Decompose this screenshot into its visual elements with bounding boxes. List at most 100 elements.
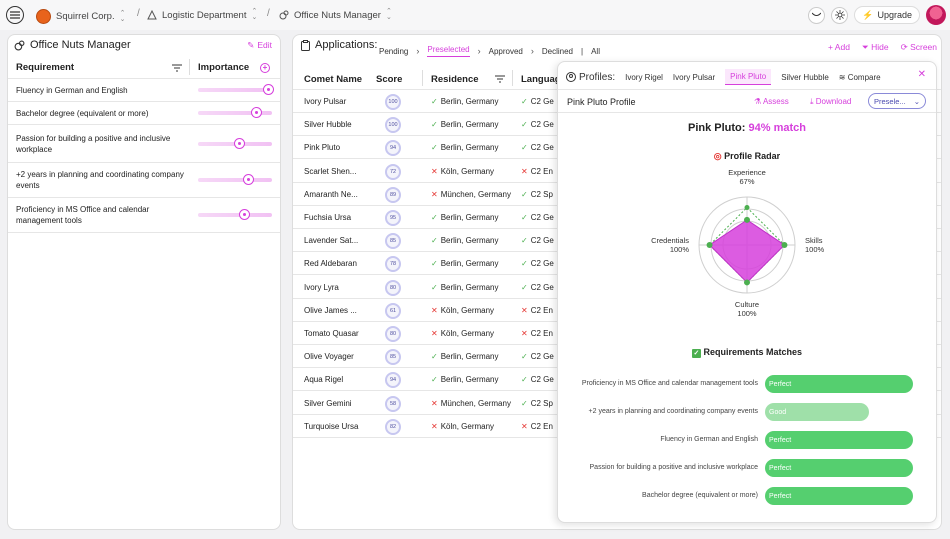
check-icon: ✓ — [431, 282, 438, 292]
tab-approved[interactable]: Approved — [488, 46, 523, 56]
cross-icon: ✕ — [521, 166, 528, 176]
requirement-label: Proficiency in MS Office and calendar ma… — [16, 205, 150, 225]
divider — [512, 70, 513, 86]
residence-cell: ✓ Berlin, Germany — [431, 352, 499, 361]
slider-handle[interactable] — [263, 84, 275, 95]
applications-header: Applications: — [301, 39, 377, 51]
top-right-actions: ⚡ Upgrade — [808, 5, 950, 25]
status-value: Presele... — [874, 96, 906, 106]
slider-handle[interactable] — [238, 209, 250, 220]
language-value: C2 Ge — [530, 259, 554, 269]
menu-icon[interactable] — [6, 6, 24, 24]
check-icon: ✓ — [521, 97, 528, 106]
assess-button[interactable]: ⚗ Assess — [754, 97, 789, 106]
cross-icon: ✕ — [431, 421, 438, 431]
tab-pending[interactable]: Pending — [379, 46, 409, 56]
panel-header: Office Nuts Manager — [14, 39, 131, 51]
sun-icon[interactable] — [831, 6, 849, 24]
upgrade-label: Upgrade — [877, 10, 912, 20]
importance-slider[interactable] — [198, 137, 272, 149]
company-switcher[interactable]: Squirrel Corp. ⌃ ⌄ — [36, 9, 125, 24]
score-badge: 85 — [385, 233, 401, 250]
applications-actions: + Add ⏷ Hide ⟳ Screen — [828, 42, 937, 53]
score-badge: 95 — [385, 210, 401, 226]
profile-tab-ivory-rigel[interactable]: Ivory Rigel — [625, 72, 663, 82]
plus-icon: + — [827, 42, 835, 52]
upgrade-button[interactable]: ⚡ Upgrade — [854, 6, 920, 24]
language-cell: ✓ C2 Ge — [521, 97, 554, 106]
radar-point — [781, 242, 788, 248]
department-name: Logistic Department — [162, 9, 247, 21]
requirement-label: Fluency in German and English — [16, 85, 128, 95]
avatar[interactable] — [926, 5, 946, 25]
match-bar: Perfect — [765, 459, 913, 477]
comet-name: Ivory Lyra — [304, 282, 339, 292]
language-cell: ✕ C2 En — [521, 329, 553, 338]
match-requirement-label: Bachelor degree (equivalent or more) — [642, 492, 758, 499]
hide-button[interactable]: ⏷ Hide — [862, 42, 889, 53]
importance-slider[interactable] — [198, 174, 272, 185]
residence-value: Berlin, Germany — [440, 259, 499, 269]
profile-tab-ivory-pulsar[interactable]: Ivory Pulsar — [672, 72, 716, 82]
score-badge: 85 — [385, 349, 401, 366]
profile-radar-chart: Experience67%Skills100%Culture100%Creden… — [651, 168, 824, 318]
cross-icon: ✕ — [521, 329, 528, 338]
screen-button[interactable]: ⟳ Screen — [901, 42, 937, 53]
matches-title: Requirements Matches — [703, 347, 803, 357]
filter-icon[interactable] — [495, 75, 505, 83]
match-requirement-label: Proficiency in MS Office and calendar ma… — [581, 380, 758, 387]
score-badge: 100 — [385, 94, 401, 110]
residence-value: Berlin, Germany — [440, 352, 499, 362]
compare-button[interactable]: ≋ Compare — [839, 73, 881, 82]
tab-all[interactable]: All — [591, 46, 600, 56]
chevron-updown-icon: ⌃ ⌄ — [385, 8, 392, 21]
department-switcher[interactable]: Logistic Department ⌃ ⌄ — [147, 8, 257, 21]
residence-cell: ✕ Köln, Germany — [431, 329, 494, 338]
download-button[interactable]: ⤓ Download — [810, 97, 851, 107]
warning-triangle-icon — [147, 10, 157, 20]
col-score: Score — [376, 74, 403, 85]
slider-handle[interactable] — [242, 174, 254, 185]
check-icon: ✓ — [431, 120, 438, 130]
profile-tab-pink-pluto[interactable]: Pink Pluto — [725, 69, 772, 85]
checkbox-icon: ✓ — [691, 349, 701, 358]
language-cell: ✓ C2 Ge — [521, 375, 554, 384]
slider-handle[interactable] — [233, 137, 245, 149]
importance-slider[interactable] — [198, 107, 272, 118]
chevron-right-icon: › — [416, 46, 420, 56]
requirement-row: +2 years in planning and coordinating co… — [8, 163, 280, 198]
importance-slider[interactable] — [198, 209, 272, 220]
refresh-icon: ⟳ — [900, 42, 911, 52]
add-button[interactable]: + Add — [828, 42, 850, 53]
language-value: C2 En — [530, 166, 553, 176]
language-cell: ✓ C2 Ge — [521, 213, 554, 222]
lightning-icon: ⚡ — [862, 9, 874, 20]
close-icon[interactable]: ✕ — [917, 69, 926, 80]
radar-point — [744, 216, 750, 223]
check-icon: ✓ — [521, 259, 528, 269]
residence-cell: ✓ Berlin, Germany — [431, 143, 499, 152]
edit-button[interactable]: ✎ Edit — [247, 40, 272, 51]
filter-icon[interactable] — [172, 63, 182, 72]
importance-slider[interactable] — [198, 84, 275, 95]
status-select[interactable]: Presele... ⌄ — [868, 93, 926, 109]
app-switcher[interactable]: Office Nuts Manager ⌃ ⌄ — [279, 8, 392, 21]
tab-preselected[interactable]: Preselected — [427, 45, 470, 57]
profile-tab-silver-hubble[interactable]: Silver Hubble — [781, 72, 829, 82]
requirements-table-header: Requirement Importance + — [8, 57, 280, 79]
radar-axis-label: Credentials — [651, 236, 689, 245]
add-requirement-icon[interactable]: + — [260, 62, 270, 73]
requirement-label: +2 years in planning and coordinating co… — [16, 170, 184, 190]
check-icon: ✓ — [431, 143, 438, 153]
comet-name: Olive James ... — [304, 305, 357, 315]
check-icon: ✓ — [431, 213, 438, 222]
edit-label: Edit — [257, 40, 272, 50]
residence-value: Köln, Germany — [440, 166, 495, 176]
comet-name: Lavender Sat... — [304, 236, 359, 246]
match-score: Pink Pluto: 94% match — [558, 122, 936, 134]
status-tabs: Pending › Preselected › Approved › Decli… — [379, 45, 600, 57]
eye-icon[interactable] — [808, 6, 826, 24]
tab-declined[interactable]: Declined — [541, 46, 573, 56]
residence-cell: ✕ Köln, Germany — [431, 306, 494, 315]
slider-handle[interactable] — [250, 107, 262, 118]
